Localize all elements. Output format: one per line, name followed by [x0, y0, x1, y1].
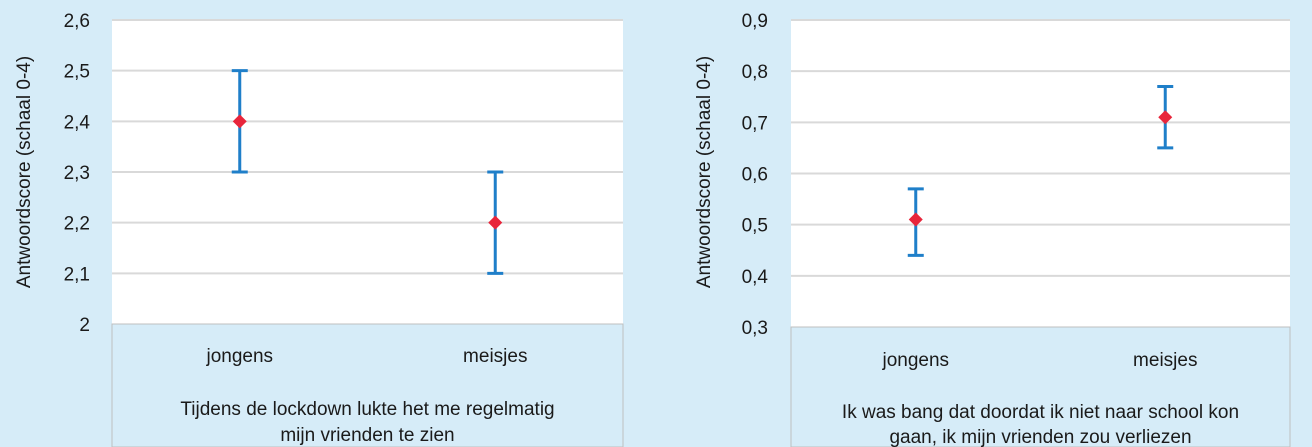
category-label: jongens	[205, 346, 273, 367]
y-tick-label: 2,2	[64, 214, 90, 235]
data-point-marker	[1158, 110, 1173, 125]
data-point-marker	[908, 212, 923, 227]
y-tick-label: 2,6	[64, 11, 90, 32]
y-axis-label: Antwoordscore (schaal 0-4)	[694, 56, 715, 288]
data-point-marker	[232, 114, 247, 129]
y-tick-label: 2	[79, 315, 90, 336]
y-tick-label: 2,4	[64, 112, 91, 133]
x-axis-label-line-1: Ik was bang dat doordat ik niet naar sch…	[842, 402, 1239, 423]
y-tick-label: 2,1	[64, 264, 90, 285]
category-label: jongens	[881, 350, 949, 371]
y-tick-label: 0,4	[742, 267, 769, 288]
y-tick-label: 0,5	[742, 216, 768, 237]
x-axis-label-line-1: Tijdens de lockdown lukte het me regelma…	[180, 399, 554, 420]
chart-fear-losing-friends: 0,3 0,4 0,5 0,6 0,7 0,8 0,9 Antwoordscore (scha…	[694, 11, 1291, 447]
category-label: meisjes	[463, 346, 527, 367]
y-tick-label: 2,5	[64, 62, 90, 83]
y-tick-label: 0,6	[742, 165, 768, 186]
y-axis-label: Antwoordscore (schaal 0-4)	[14, 56, 35, 288]
data-point-marker	[488, 215, 503, 230]
y-tick-label: 2,3	[64, 163, 90, 184]
y-tick-label: 0,8	[742, 62, 768, 83]
y-tick-label: 0,9	[742, 11, 768, 32]
chart-lockdown-friends: 2 2,1 2,2 2,3 2,4 2,5 2,6 Antwoordscore (schaal…	[14, 11, 624, 447]
x-axis-label-line-2: mijn vrienden te zien	[280, 425, 454, 446]
x-axis-label-line-2: gaan, ik mijn vrienden zou verliezen	[889, 427, 1191, 447]
y-tick-label: 0,3	[742, 318, 768, 339]
category-band	[790, 326, 1291, 447]
category-label: meisjes	[1133, 350, 1197, 371]
y-tick-label: 0,7	[742, 113, 768, 134]
category-band	[111, 323, 624, 447]
